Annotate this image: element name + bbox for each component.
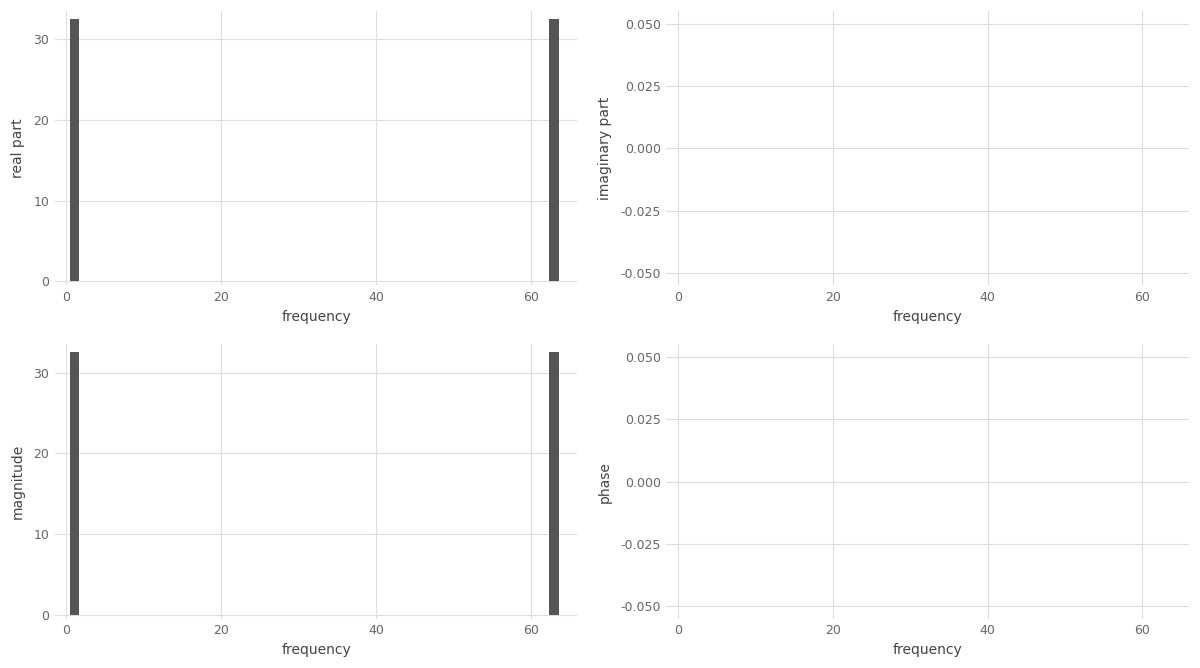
X-axis label: frequency: frequency: [893, 309, 962, 323]
Y-axis label: phase: phase: [598, 461, 612, 502]
Bar: [550, 353, 559, 615]
Y-axis label: magnitude: magnitude: [11, 444, 25, 519]
Bar: [70, 19, 79, 281]
Y-axis label: real part: real part: [11, 118, 25, 178]
Y-axis label: imaginary part: imaginary part: [598, 97, 612, 200]
X-axis label: frequency: frequency: [281, 643, 350, 657]
Bar: [70, 353, 79, 615]
Bar: [550, 19, 559, 281]
X-axis label: frequency: frequency: [893, 643, 962, 657]
X-axis label: frequency: frequency: [281, 309, 350, 323]
